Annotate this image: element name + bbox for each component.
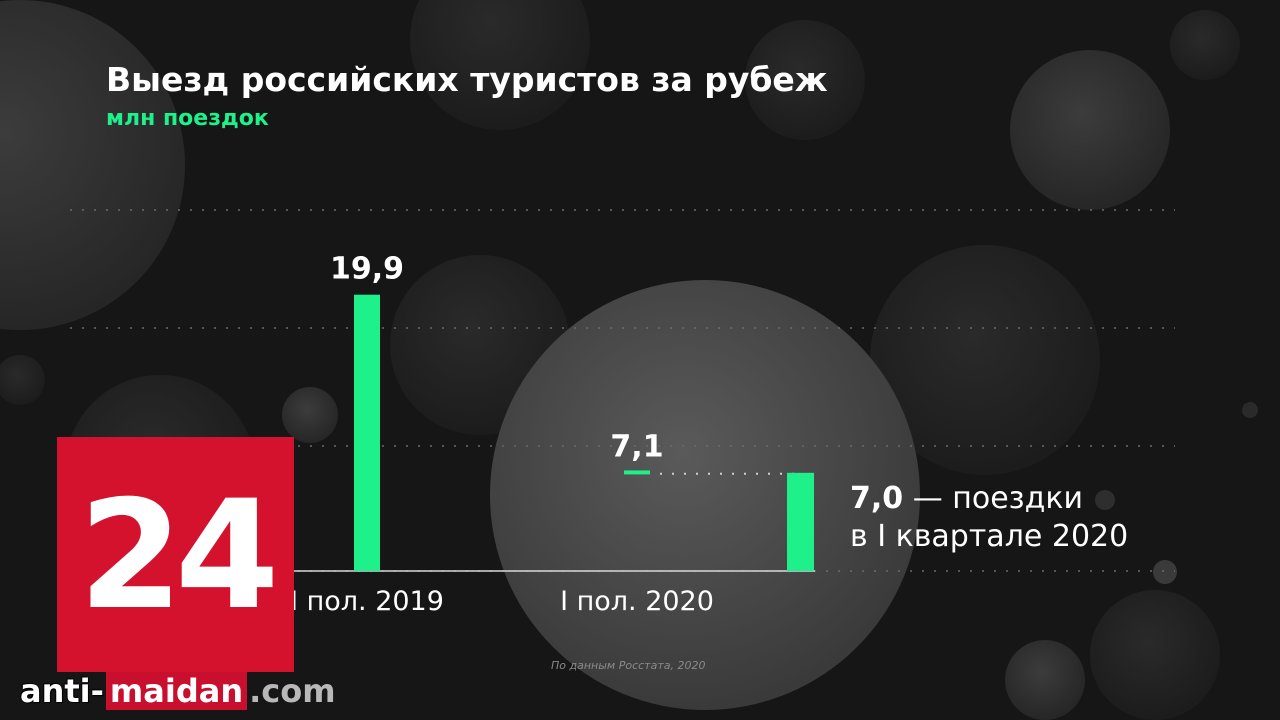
value-label-0: 19,9 bbox=[330, 252, 404, 287]
annotation-value: 7,0 bbox=[850, 481, 904, 516]
bar-0 bbox=[354, 294, 380, 571]
annotation-text-line1: — поездки bbox=[912, 481, 1083, 516]
channel-24-logo: 24 bbox=[57, 437, 294, 672]
annotation-text-line2: в I квартале 2020 bbox=[850, 519, 1129, 554]
chart-subtitle: млн поездок bbox=[106, 106, 269, 131]
quarter-annotation: 7,0 — поездки в I квартале 2020 bbox=[850, 480, 1128, 556]
bar-1 bbox=[624, 470, 650, 475]
watermark-part2: maidan bbox=[105, 672, 248, 710]
category-label-0: I пол. 2019 bbox=[290, 586, 444, 617]
annotation-bar bbox=[787, 472, 814, 571]
watermark-part3: .com bbox=[249, 672, 336, 710]
chart-title: Выезд российских туристов за рубеж bbox=[106, 60, 828, 99]
value-label-1: 7,1 bbox=[610, 429, 663, 464]
watermark-part1: anti- bbox=[20, 672, 104, 710]
source-note: По данным Росстата, 2020 bbox=[551, 659, 706, 672]
category-label-1: I пол. 2020 bbox=[560, 586, 714, 617]
watermark: anti-maidan .com bbox=[18, 668, 338, 714]
logo-number: 24 bbox=[79, 469, 273, 643]
logo-red-square bbox=[57, 437, 294, 672]
